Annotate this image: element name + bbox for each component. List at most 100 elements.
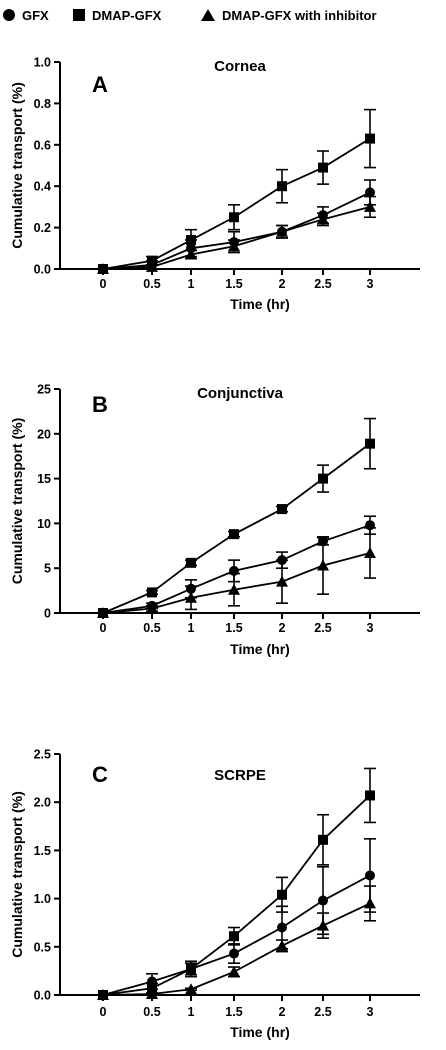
data-point-triangle: [97, 989, 109, 1000]
x-tick-label: 2.5: [314, 1005, 331, 1019]
x-tick-label: 1.5: [225, 277, 242, 291]
data-point-triangle: [364, 546, 376, 558]
data-point-triangle: [228, 240, 240, 252]
legend-label-dmap-gfx-inhibitor: DMAP-GFX with inhibitor: [222, 7, 377, 23]
x-axis-label: Time (hr): [230, 641, 290, 657]
y-tick-label: 1.0: [34, 56, 51, 70]
data-point-triangle: [146, 988, 158, 1000]
data-point-circle: [365, 187, 375, 198]
data-point-circle: [229, 948, 239, 959]
data-point-square: [277, 181, 287, 192]
y-tick-label: 0.4: [34, 180, 51, 194]
data-point-square: [186, 235, 196, 246]
y-tick-label: 20: [37, 427, 51, 441]
x-axis-label: Time (hr): [230, 1024, 290, 1040]
data-point-square: [365, 133, 375, 144]
y-tick-label: 5: [44, 562, 51, 576]
series-triangle: [97, 195, 376, 274]
x-tick-label: 0.5: [143, 277, 160, 291]
data-point-square: [147, 587, 157, 598]
data-point-square: [186, 963, 196, 974]
data-point-circle: [318, 895, 328, 906]
series-line: [102, 191, 371, 270]
x-tick-label: 1: [188, 621, 195, 635]
y-tick-label: 0: [44, 607, 51, 621]
x-tick-label: 0.5: [143, 621, 160, 635]
y-axis-label: Cumulative transport (%): [9, 418, 25, 584]
panel-letter: B: [92, 392, 108, 417]
x-tick-label: 2: [279, 1005, 286, 1019]
y-tick-label: 0.5: [34, 940, 51, 954]
data-point-triangle: [185, 983, 197, 995]
data-point-square: [277, 889, 287, 900]
y-tick-label: 0.0: [34, 263, 51, 277]
series-line: [102, 902, 371, 996]
y-axis-label: Cumulative transport (%): [9, 82, 25, 248]
x-axis-label: Time (hr): [230, 296, 290, 312]
x-tick-label: 1: [188, 277, 195, 291]
data-point-triangle: [97, 607, 109, 618]
data-point-triangle: [228, 965, 240, 977]
chart-panel-b: 0 5 10 15 20 25 0 0.5 1 1.5 2 2.5 3 Time (hr) Cumulati…: [9, 383, 420, 657]
y-axis-label: Cumulative transport (%): [9, 791, 25, 957]
data-point-triangle: [317, 559, 329, 571]
x-tick-label: 0: [100, 277, 107, 291]
chart-panel-c: 0.0 0.5 1.0 1.5 2.0 2.5 0 0.5 1 1.5 2 2.5 3 Time (hr)…: [9, 748, 420, 1040]
chart-title: SCRPE: [214, 767, 266, 784]
x-tick-label: 0.5: [143, 1005, 160, 1019]
data-point-square: [147, 255, 157, 266]
x-tick-label: 2: [279, 621, 286, 635]
x-tick-label: 1.5: [225, 621, 242, 635]
y-tick-label: 0.6: [34, 138, 51, 152]
triangle-marker-icon: [201, 9, 215, 21]
y-tick-label: 2.5: [34, 748, 51, 762]
data-point-triangle: [364, 897, 376, 909]
x-tick-label: 3: [367, 277, 374, 291]
legend-label-dmap-gfx: DMAP-GFX: [92, 7, 162, 23]
data-point-triangle: [185, 248, 197, 260]
series-line: [102, 442, 371, 614]
data-point-circle: [277, 922, 287, 933]
square-marker-icon: [73, 9, 85, 21]
data-point-triangle: [276, 575, 288, 587]
data-point-square: [365, 438, 375, 449]
data-point-circle: [365, 870, 375, 881]
x-tick-label: 2.5: [314, 277, 331, 291]
data-point-square: [277, 504, 287, 515]
y-tick-label: 15: [37, 472, 51, 486]
data-point-square: [229, 212, 239, 223]
y-tick-label: 0.2: [34, 221, 51, 235]
y-tick-label: 0.0: [34, 989, 51, 1003]
y-tick-label: 0.8: [34, 97, 51, 111]
data-point-square: [318, 473, 328, 484]
data-point-square: [318, 834, 328, 845]
data-point-triangle: [146, 260, 158, 272]
panel-letter: C: [92, 762, 108, 787]
data-point-square: [186, 557, 196, 568]
y-tick-label: 1.5: [34, 844, 51, 858]
y-tick-label: 25: [37, 383, 51, 397]
legend: GFX DMAP-GFX DMAP-GFX with inhibitor: [0, 0, 446, 30]
y-tick-label: 10: [37, 517, 51, 531]
data-point-square: [229, 529, 239, 540]
x-tick-label: 2.5: [314, 621, 331, 635]
data-point-triangle: [97, 263, 109, 274]
data-point-square: [229, 931, 239, 942]
data-point-triangle: [317, 919, 329, 931]
data-point-square: [365, 790, 375, 801]
data-point-triangle: [228, 583, 240, 595]
data-point-triangle: [276, 939, 288, 951]
x-tick-label: 3: [367, 621, 374, 635]
x-tick-label: 0: [100, 621, 107, 635]
circle-marker-icon: [3, 9, 15, 21]
data-point-triangle: [185, 591, 197, 603]
series-line: [102, 794, 371, 996]
data-point-triangle: [317, 213, 329, 225]
data-point-triangle: [146, 602, 158, 614]
data-point-triangle: [276, 225, 288, 237]
x-tick-label: 1: [188, 1005, 195, 1019]
y-tick-label: 1.0: [34, 892, 51, 906]
data-point-square: [318, 162, 328, 173]
chart-title: Cornea: [214, 58, 266, 75]
